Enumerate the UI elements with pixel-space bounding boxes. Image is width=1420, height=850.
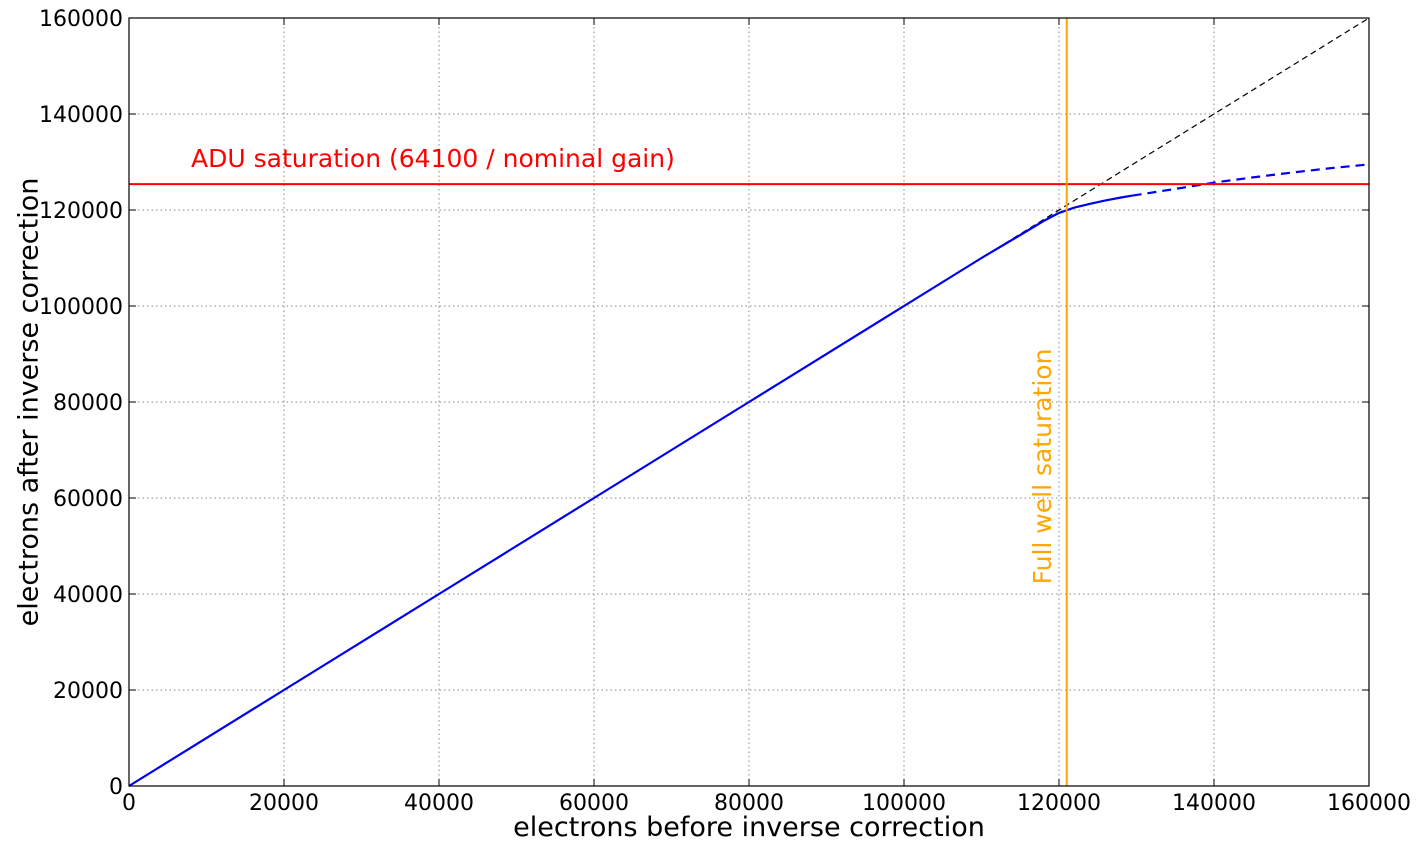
x-axis-label: electrons before inverse correction	[513, 812, 985, 843]
data-layer	[128, 17, 1370, 787]
y-tick-label: 160000	[39, 7, 123, 32]
ticks: 0 20000 40000 60000 80000 100000 120000 140000 1…	[39, 7, 1411, 816]
x-tick-label: 0	[122, 791, 136, 816]
y-tick-label: 40000	[53, 583, 123, 608]
y-tick-label: 100000	[39, 295, 123, 320]
x-tick-label: 140000	[1172, 791, 1256, 816]
x-tick-label: 80000	[714, 791, 784, 816]
y-tick-label: 140000	[39, 103, 123, 128]
x-tick-label: 100000	[862, 791, 946, 816]
x-tick-label: 40000	[404, 791, 474, 816]
y-tick-label: 80000	[53, 391, 123, 416]
y-tick-label: 60000	[53, 487, 123, 512]
x-tick-label: 120000	[1017, 791, 1101, 816]
x-tick-label: 160000	[1327, 791, 1411, 816]
x-tick-label: 60000	[559, 791, 629, 816]
series-line-2	[1132, 163, 1370, 197]
y-tick-label: 120000	[39, 199, 123, 224]
y-axis-label: electrons after inverse correction	[13, 178, 44, 627]
x-tick-label: 20000	[249, 791, 319, 816]
series-line-1	[128, 194, 1133, 787]
y-tick-label: 20000	[53, 679, 123, 704]
annotations: ADU saturation (64100 / nominal gain) Ful…	[129, 18, 1369, 786]
adu-saturation-label: ADU saturation (64100 / nominal gain)	[191, 144, 675, 173]
y-tick-label: 0	[109, 775, 123, 800]
full-well-saturation-label: Full well saturation	[1028, 349, 1057, 585]
